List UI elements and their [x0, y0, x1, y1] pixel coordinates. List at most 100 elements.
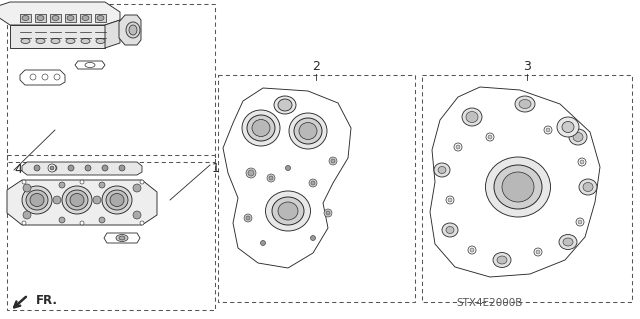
- Ellipse shape: [493, 253, 511, 268]
- Circle shape: [534, 248, 542, 256]
- Circle shape: [324, 209, 332, 217]
- Circle shape: [59, 182, 65, 188]
- Polygon shape: [430, 87, 600, 277]
- Ellipse shape: [129, 25, 137, 35]
- Ellipse shape: [579, 179, 597, 195]
- Circle shape: [140, 221, 144, 225]
- Circle shape: [578, 158, 586, 166]
- Ellipse shape: [21, 39, 30, 43]
- Ellipse shape: [563, 238, 573, 246]
- Polygon shape: [65, 14, 76, 22]
- Ellipse shape: [466, 112, 478, 122]
- Ellipse shape: [126, 22, 140, 38]
- Circle shape: [269, 176, 273, 180]
- Text: 3: 3: [523, 60, 531, 73]
- Ellipse shape: [583, 182, 593, 191]
- Circle shape: [448, 198, 452, 202]
- Ellipse shape: [82, 16, 89, 20]
- Circle shape: [22, 180, 26, 184]
- Circle shape: [246, 216, 250, 220]
- Ellipse shape: [66, 39, 75, 43]
- Ellipse shape: [438, 167, 446, 174]
- Circle shape: [119, 165, 125, 171]
- Ellipse shape: [22, 16, 29, 20]
- Polygon shape: [95, 14, 106, 22]
- Circle shape: [51, 165, 57, 171]
- Ellipse shape: [434, 163, 450, 177]
- Circle shape: [454, 143, 462, 151]
- Ellipse shape: [242, 110, 280, 146]
- Circle shape: [311, 181, 315, 185]
- Circle shape: [486, 133, 494, 141]
- Ellipse shape: [519, 100, 531, 108]
- Polygon shape: [80, 14, 91, 22]
- Circle shape: [53, 196, 61, 204]
- Circle shape: [22, 221, 26, 225]
- Circle shape: [50, 166, 54, 170]
- Polygon shape: [75, 61, 105, 69]
- Circle shape: [133, 211, 141, 219]
- Ellipse shape: [562, 122, 574, 132]
- Circle shape: [54, 74, 60, 80]
- Ellipse shape: [289, 113, 327, 149]
- Circle shape: [546, 128, 550, 132]
- Text: FR.: FR.: [36, 293, 58, 307]
- Ellipse shape: [494, 165, 542, 209]
- Circle shape: [246, 168, 256, 178]
- Polygon shape: [7, 180, 157, 225]
- Bar: [7, 155, 215, 310]
- Circle shape: [331, 159, 335, 163]
- Ellipse shape: [462, 108, 482, 126]
- Ellipse shape: [66, 190, 88, 210]
- Circle shape: [99, 217, 105, 223]
- Ellipse shape: [67, 16, 74, 20]
- Circle shape: [470, 248, 474, 252]
- Circle shape: [244, 214, 252, 222]
- Ellipse shape: [442, 223, 458, 237]
- Circle shape: [42, 74, 48, 80]
- Ellipse shape: [497, 256, 507, 264]
- Circle shape: [580, 160, 584, 164]
- Polygon shape: [104, 233, 140, 243]
- Circle shape: [285, 166, 291, 170]
- Ellipse shape: [446, 226, 454, 234]
- Text: 4: 4: [14, 163, 22, 176]
- Circle shape: [48, 164, 56, 172]
- Circle shape: [576, 218, 584, 226]
- Polygon shape: [20, 14, 31, 22]
- Ellipse shape: [116, 234, 128, 241]
- Circle shape: [544, 126, 552, 134]
- Ellipse shape: [96, 39, 105, 43]
- Polygon shape: [105, 20, 120, 48]
- Circle shape: [23, 184, 31, 192]
- Circle shape: [34, 165, 40, 171]
- Text: STX4E2000B: STX4E2000B: [457, 298, 523, 308]
- Polygon shape: [35, 14, 46, 22]
- Ellipse shape: [62, 186, 92, 214]
- Circle shape: [578, 220, 582, 224]
- Ellipse shape: [278, 99, 292, 111]
- Ellipse shape: [119, 236, 125, 240]
- Bar: [422, 75, 632, 302]
- Ellipse shape: [85, 63, 95, 68]
- Ellipse shape: [559, 234, 577, 249]
- Ellipse shape: [110, 194, 124, 206]
- Ellipse shape: [70, 194, 84, 206]
- Circle shape: [140, 180, 144, 184]
- Ellipse shape: [102, 186, 132, 214]
- Polygon shape: [20, 70, 65, 85]
- Ellipse shape: [106, 190, 128, 210]
- Polygon shape: [223, 88, 351, 268]
- Text: 1: 1: [212, 162, 220, 175]
- Ellipse shape: [272, 197, 304, 225]
- Ellipse shape: [26, 190, 48, 210]
- Circle shape: [468, 246, 476, 254]
- Circle shape: [93, 196, 101, 204]
- Text: 2: 2: [312, 60, 320, 73]
- Ellipse shape: [502, 172, 534, 202]
- Circle shape: [59, 217, 65, 223]
- Circle shape: [30, 74, 36, 80]
- Ellipse shape: [278, 202, 298, 220]
- Polygon shape: [50, 14, 61, 22]
- Bar: [7, 4, 215, 162]
